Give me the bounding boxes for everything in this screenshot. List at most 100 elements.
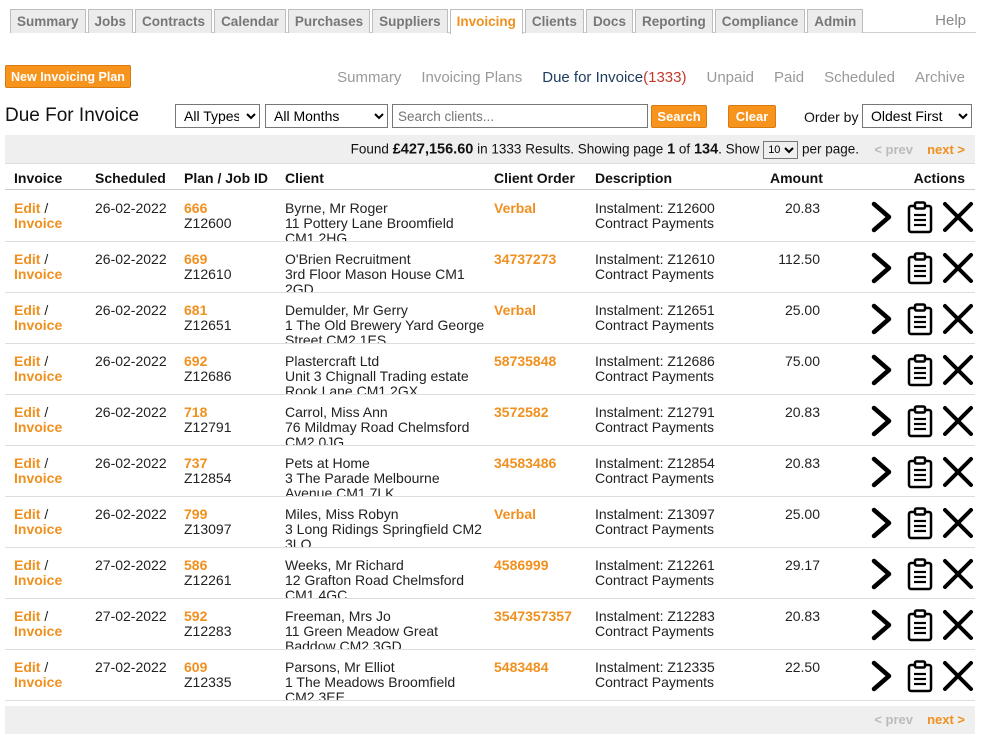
search-button[interactable]: Search bbox=[651, 105, 707, 128]
clipboard-icon[interactable] bbox=[903, 251, 937, 285]
chevron-right-icon[interactable] bbox=[865, 302, 899, 336]
plan-id-link[interactable]: 692 bbox=[184, 353, 208, 369]
subnav-summary[interactable]: Summary bbox=[337, 69, 402, 86]
edit-link[interactable]: Edit bbox=[14, 251, 41, 267]
chevron-right-icon[interactable] bbox=[865, 353, 899, 387]
chevron-right-icon[interactable] bbox=[865, 557, 899, 591]
close-icon[interactable] bbox=[941, 659, 975, 693]
close-icon[interactable] bbox=[941, 302, 975, 336]
plan-id-link[interactable]: 799 bbox=[184, 506, 208, 522]
chevron-right-icon[interactable] bbox=[865, 200, 899, 234]
client-order-link[interactable]: 34737273 bbox=[494, 251, 557, 267]
per-page-select[interactable]: 10 bbox=[763, 141, 799, 159]
subnav-due-for-invoice[interactable]: Due for Invoice(1333) bbox=[542, 69, 686, 86]
client-order-link[interactable]: Verbal bbox=[494, 200, 537, 216]
close-icon[interactable] bbox=[941, 251, 975, 285]
clipboard-icon[interactable] bbox=[903, 455, 937, 489]
close-icon[interactable] bbox=[941, 455, 975, 489]
plan-id-link[interactable]: 592 bbox=[184, 608, 208, 624]
client-order-link[interactable]: 3547357357 bbox=[494, 608, 572, 624]
invoice-link[interactable]: Invoice bbox=[14, 623, 63, 639]
client-order-link[interactable]: 34583486 bbox=[494, 455, 557, 471]
invoice-link[interactable]: Invoice bbox=[14, 470, 63, 486]
plan-id-link[interactable]: 666 bbox=[184, 200, 208, 216]
month-select[interactable]: All Months bbox=[265, 104, 388, 128]
edit-link[interactable]: Edit bbox=[14, 302, 41, 318]
plan-id-link[interactable]: 737 bbox=[184, 455, 208, 471]
clipboard-icon[interactable] bbox=[903, 353, 937, 387]
close-icon[interactable] bbox=[941, 608, 975, 642]
invoice-link[interactable]: Invoice bbox=[14, 317, 63, 333]
edit-link[interactable]: Edit bbox=[14, 506, 41, 522]
edit-link[interactable]: Edit bbox=[14, 659, 41, 675]
tab-calendar[interactable]: Calendar bbox=[214, 9, 286, 33]
edit-link[interactable]: Edit bbox=[14, 353, 41, 369]
chevron-right-icon[interactable] bbox=[865, 251, 899, 285]
chevron-right-icon[interactable] bbox=[865, 608, 899, 642]
edit-link[interactable]: Edit bbox=[14, 557, 41, 573]
close-icon[interactable] bbox=[941, 404, 975, 438]
client-order-link[interactable]: 5483484 bbox=[494, 659, 549, 675]
invoice-link[interactable]: Invoice bbox=[14, 674, 63, 690]
subnav-scheduled[interactable]: Scheduled bbox=[824, 69, 895, 86]
client-order-link[interactable]: Verbal bbox=[494, 506, 537, 522]
tab-invoicing[interactable]: Invoicing bbox=[449, 9, 523, 34]
clipboard-icon[interactable] bbox=[903, 506, 937, 540]
invoice-link[interactable]: Invoice bbox=[14, 521, 63, 537]
tab-clients[interactable]: Clients bbox=[524, 9, 584, 33]
edit-link[interactable]: Edit bbox=[14, 200, 41, 216]
plan-id-link[interactable]: 586 bbox=[184, 557, 208, 573]
subnav-archive[interactable]: Archive bbox=[914, 69, 965, 86]
chevron-right-icon[interactable] bbox=[865, 506, 899, 540]
tab-purchases[interactable]: Purchases bbox=[287, 9, 371, 33]
invoice-link[interactable]: Invoice bbox=[14, 266, 63, 282]
client-order-link[interactable]: 3572582 bbox=[494, 404, 549, 420]
clipboard-icon[interactable] bbox=[903, 302, 937, 336]
close-icon[interactable] bbox=[941, 506, 975, 540]
client-order-link[interactable]: 58735848 bbox=[494, 353, 557, 369]
tab-docs[interactable]: Docs bbox=[585, 9, 633, 33]
close-icon[interactable] bbox=[941, 200, 975, 234]
tab-admin[interactable]: Admin bbox=[807, 9, 864, 33]
subnav-invoicing-plans[interactable]: Invoicing Plans bbox=[421, 69, 523, 86]
tab-contracts[interactable]: Contracts bbox=[135, 9, 213, 33]
clipboard-icon[interactable] bbox=[903, 659, 937, 693]
invoice-link[interactable]: Invoice bbox=[14, 368, 63, 384]
clipboard-icon[interactable] bbox=[903, 200, 937, 234]
clipboard-icon[interactable] bbox=[903, 557, 937, 591]
type-select[interactable]: All Types bbox=[175, 104, 260, 128]
invoice-link[interactable]: Invoice bbox=[14, 419, 63, 435]
close-icon[interactable] bbox=[941, 557, 975, 591]
tab-summary[interactable]: Summary bbox=[10, 9, 86, 33]
edit-link[interactable]: Edit bbox=[14, 404, 41, 420]
next-link[interactable]: next > bbox=[927, 142, 965, 157]
clear-button[interactable]: Clear bbox=[728, 105, 776, 128]
plan-id-link[interactable]: 681 bbox=[184, 302, 208, 318]
close-icon[interactable] bbox=[941, 353, 975, 387]
plan-id-link[interactable]: 669 bbox=[184, 251, 208, 267]
new-invoicing-plan-button[interactable]: New Invoicing Plan bbox=[5, 65, 131, 88]
invoice-link[interactable]: Invoice bbox=[14, 215, 63, 231]
edit-link[interactable]: Edit bbox=[14, 608, 41, 624]
tab-jobs[interactable]: Jobs bbox=[87, 9, 134, 33]
order-select[interactable]: Oldest First bbox=[862, 104, 972, 128]
chevron-right-icon[interactable] bbox=[865, 659, 899, 693]
chevron-right-icon[interactable] bbox=[865, 404, 899, 438]
search-input[interactable] bbox=[392, 104, 648, 128]
next-link-footer[interactable]: next > bbox=[927, 712, 965, 727]
clipboard-icon[interactable] bbox=[903, 404, 937, 438]
tab-reporting[interactable]: Reporting bbox=[634, 9, 713, 33]
client-order-link[interactable]: 4586999 bbox=[494, 557, 549, 573]
invoice-link[interactable]: Invoice bbox=[14, 572, 63, 588]
clipboard-icon[interactable] bbox=[903, 608, 937, 642]
edit-link[interactable]: Edit bbox=[14, 455, 41, 471]
tab-compliance[interactable]: Compliance bbox=[714, 9, 806, 33]
client-order-link[interactable]: Verbal bbox=[494, 302, 537, 318]
subnav-unpaid[interactable]: Unpaid bbox=[706, 69, 755, 86]
subnav-paid[interactable]: Paid bbox=[774, 69, 805, 86]
plan-id-link[interactable]: 609 bbox=[184, 659, 208, 675]
help-link[interactable]: Help bbox=[935, 12, 966, 29]
chevron-right-icon[interactable] bbox=[865, 455, 899, 489]
tab-suppliers[interactable]: Suppliers bbox=[372, 9, 448, 33]
plan-id-link[interactable]: 718 bbox=[184, 404, 208, 420]
